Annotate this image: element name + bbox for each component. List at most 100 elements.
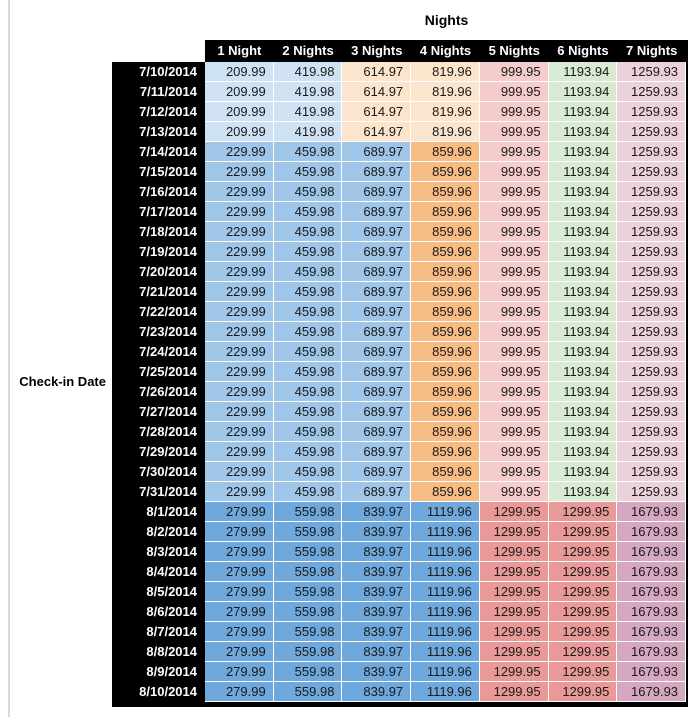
price-cell: 1259.93 bbox=[617, 382, 687, 402]
price-cell: 614.97 bbox=[342, 62, 412, 82]
row-date: 8/10/2014 bbox=[112, 682, 205, 702]
price-cell: 1299.95 bbox=[548, 602, 618, 622]
price-cell: 689.97 bbox=[342, 382, 412, 402]
price-cell: 1193.94 bbox=[548, 362, 618, 382]
price-cell: 1299.95 bbox=[548, 582, 618, 602]
price-cell: 229.99 bbox=[205, 342, 274, 362]
price-cell: 1259.93 bbox=[617, 122, 687, 142]
price-cell: 229.99 bbox=[205, 282, 274, 302]
price-cell: 689.97 bbox=[342, 222, 412, 242]
price-cell: 559.98 bbox=[273, 642, 343, 662]
price-cell: 689.97 bbox=[342, 262, 412, 282]
row-date: 8/4/2014 bbox=[112, 562, 205, 582]
price-cell: 1193.94 bbox=[548, 342, 618, 362]
price-cell: 859.96 bbox=[411, 142, 480, 162]
price-cell: 1259.93 bbox=[617, 362, 687, 382]
price-cell: 1679.93 bbox=[617, 502, 687, 522]
price-cell: 1193.94 bbox=[548, 102, 618, 122]
price-cell: 459.98 bbox=[273, 142, 343, 162]
price-cell: 1259.93 bbox=[617, 302, 687, 322]
table-row: 7/21/2014 229.99 459.98 689.97 859.96 999.95 1… bbox=[112, 282, 687, 302]
price-cell: 209.99 bbox=[205, 122, 274, 142]
table-row: 8/9/2014 279.99 559.98 839.97 1119.96 1299.95… bbox=[112, 662, 687, 682]
table-row: 7/18/2014 229.99 459.98 689.97 859.96 999.95 1… bbox=[112, 222, 687, 242]
price-cell: 1259.93 bbox=[617, 442, 687, 462]
price-cell: 229.99 bbox=[205, 402, 274, 422]
column-header: 1 Night bbox=[217, 43, 262, 58]
price-cell: 999.95 bbox=[479, 142, 549, 162]
price-cell: 689.97 bbox=[342, 182, 412, 202]
price-cell: 999.95 bbox=[479, 282, 549, 302]
price-cell: 1299.95 bbox=[548, 522, 618, 542]
price-cell: 1259.93 bbox=[617, 222, 687, 242]
column-header: 7 Nights bbox=[626, 43, 678, 58]
row-date: 7/13/2014 bbox=[112, 122, 205, 142]
price-cell: 559.98 bbox=[273, 582, 343, 602]
row-date: 7/11/2014 bbox=[112, 82, 205, 102]
price-cell: 689.97 bbox=[342, 482, 412, 502]
price-cell: 1299.95 bbox=[479, 542, 549, 562]
price-cell: 1193.94 bbox=[548, 482, 618, 502]
price-cell: 1193.94 bbox=[548, 442, 618, 462]
price-cell: 859.96 bbox=[411, 402, 480, 422]
price-cell: 859.96 bbox=[411, 162, 480, 182]
price-cell: 859.96 bbox=[411, 462, 480, 482]
price-cell: 1119.96 bbox=[411, 502, 480, 522]
price-cell: 229.99 bbox=[205, 302, 274, 322]
price-cell: 459.98 bbox=[273, 482, 343, 502]
price-cell: 1299.95 bbox=[479, 502, 549, 522]
price-cell: 1193.94 bbox=[548, 382, 618, 402]
price-cell: 1193.94 bbox=[548, 322, 618, 342]
price-cell: 1299.95 bbox=[548, 662, 618, 682]
price-cell: 459.98 bbox=[273, 402, 343, 422]
table-row: 7/24/2014 229.99 459.98 689.97 859.96 999.95 1… bbox=[112, 342, 687, 362]
price-cell: 859.96 bbox=[411, 222, 480, 242]
price-cell: 1679.93 bbox=[617, 682, 687, 702]
price-cell: 819.96 bbox=[411, 122, 480, 142]
row-date: 7/18/2014 bbox=[112, 222, 205, 242]
price-cell: 279.99 bbox=[205, 642, 274, 662]
price-cell: 614.97 bbox=[342, 122, 412, 142]
price-cell: 1259.93 bbox=[617, 322, 687, 342]
price-cell: 1119.96 bbox=[411, 582, 480, 602]
row-date: 8/8/2014 bbox=[112, 642, 205, 662]
table-row: 7/30/2014 229.99 459.98 689.97 859.96 999.95 1… bbox=[112, 462, 687, 482]
price-cell: 1299.95 bbox=[548, 682, 618, 702]
price-cell: 459.98 bbox=[273, 242, 343, 262]
price-cell: 459.98 bbox=[273, 322, 343, 342]
price-cell: 1259.93 bbox=[617, 402, 687, 422]
price-cell: 1679.93 bbox=[617, 522, 687, 542]
price-cell: 229.99 bbox=[205, 142, 274, 162]
price-cell: 1193.94 bbox=[548, 222, 618, 242]
price-cell: 229.99 bbox=[205, 162, 274, 182]
price-cell: 999.95 bbox=[479, 242, 549, 262]
price-cell: 859.96 bbox=[411, 342, 480, 362]
table-row: 7/10/2014 209.99 419.98 614.97 819.96 999.95 1… bbox=[112, 62, 687, 82]
table-row: 7/11/2014 209.99 419.98 614.97 819.96 999.95 1… bbox=[112, 82, 687, 102]
table-row: 8/6/2014 279.99 559.98 839.97 1119.96 1299.95… bbox=[112, 602, 687, 622]
price-cell: 839.97 bbox=[342, 542, 412, 562]
price-cell: 1193.94 bbox=[548, 142, 618, 162]
price-cell: 689.97 bbox=[342, 302, 412, 322]
row-date: 8/2/2014 bbox=[112, 522, 205, 542]
price-cell: 839.97 bbox=[342, 662, 412, 682]
price-cell: 459.98 bbox=[273, 382, 343, 402]
price-cell: 999.95 bbox=[479, 202, 549, 222]
price-cell: 859.96 bbox=[411, 182, 480, 202]
table-row: 8/7/2014 279.99 559.98 839.97 1119.96 1299.95… bbox=[112, 622, 687, 642]
row-date: 8/6/2014 bbox=[112, 602, 205, 622]
price-cell: 1193.94 bbox=[548, 182, 618, 202]
price-cell: 459.98 bbox=[273, 462, 343, 482]
row-date: 7/23/2014 bbox=[112, 322, 205, 342]
row-date: 7/16/2014 bbox=[112, 182, 205, 202]
price-cell: 999.95 bbox=[479, 222, 549, 242]
price-cell: 1193.94 bbox=[548, 82, 618, 102]
price-cell: 459.98 bbox=[273, 222, 343, 242]
row-date: 7/17/2014 bbox=[112, 202, 205, 222]
table-row: 7/31/2014 229.99 459.98 689.97 859.96 999.95 1… bbox=[112, 482, 687, 502]
row-date: 7/28/2014 bbox=[112, 422, 205, 442]
price-cell: 419.98 bbox=[273, 122, 343, 142]
price-cell: 1259.93 bbox=[617, 462, 687, 482]
row-date: 7/12/2014 bbox=[112, 102, 205, 122]
price-cell: 819.96 bbox=[411, 82, 480, 102]
